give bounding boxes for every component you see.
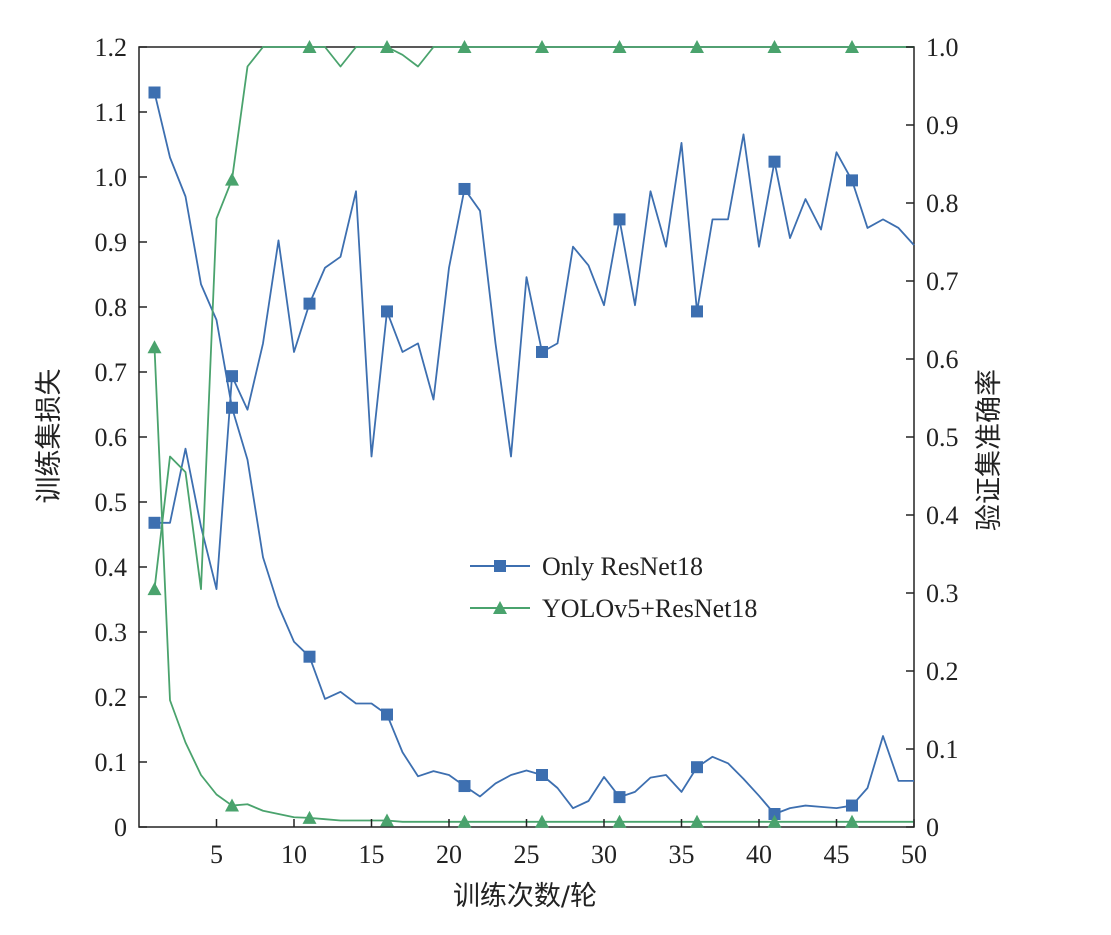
y-right-tick-label: 0.8 bbox=[926, 189, 959, 218]
y-left-tick-label: 0.1 bbox=[95, 748, 128, 777]
y-left-tick-label: 0.5 bbox=[95, 488, 128, 517]
y-right-tick-label: 0.3 bbox=[926, 579, 959, 608]
series-2-loss-marker bbox=[535, 814, 549, 828]
x-tick-label: 45 bbox=[824, 840, 850, 869]
y-left-tick-label: 0.2 bbox=[95, 683, 128, 712]
x-tick-label: 10 bbox=[281, 840, 307, 869]
axes-layer: 5 10 15 20 25 30 35 40 45 5000.10.20.30.40.50.60.… bbox=[95, 33, 959, 869]
series-2-loss-marker bbox=[457, 814, 472, 828]
plot-border bbox=[138, 46, 915, 828]
legend: Only ResNet18 YOLOv5+ResNet18 bbox=[470, 552, 757, 623]
series-2-loss-marker bbox=[380, 813, 394, 827]
x-tick-label: 25 bbox=[514, 840, 540, 869]
series-2-loss-marker bbox=[302, 810, 317, 824]
plot-frame bbox=[138, 46, 915, 828]
series-1-loss-marker bbox=[303, 650, 316, 663]
x-axis-title: 训练次数/轮 bbox=[453, 881, 597, 912]
y-right-tick-label: 0 bbox=[926, 813, 939, 842]
series-2-loss-marker bbox=[690, 814, 704, 828]
series-1-accuracy-marker bbox=[846, 174, 858, 187]
series-1-accuracy-marker bbox=[303, 297, 316, 310]
y-right-tick-label: 0.1 bbox=[926, 735, 959, 764]
y-right-tick-label: 0.5 bbox=[926, 423, 959, 452]
y-right-tick-label: 0.7 bbox=[926, 267, 959, 296]
series-2-accuracy-marker bbox=[767, 40, 782, 53]
series-2-accuracy-marker bbox=[302, 40, 317, 53]
series-2-accuracy-line bbox=[153, 46, 914, 590]
series-2-loss-marker bbox=[767, 814, 782, 828]
legend-marker-series-2 bbox=[493, 601, 507, 614]
series-2-accuracy-marker bbox=[225, 172, 239, 186]
series-1-accuracy-line bbox=[154, 133, 915, 590]
legend-label-series-1: Only ResNet18 bbox=[542, 552, 703, 581]
y-right-tick-label: 0.4 bbox=[926, 501, 959, 530]
y-left-tick-label: 1.2 bbox=[95, 33, 128, 62]
series-2-accuracy-marker bbox=[147, 582, 162, 596]
y-left-tick-label: 0.3 bbox=[95, 618, 128, 647]
series-1-accuracy-marker bbox=[148, 516, 161, 529]
series-2-loss-marker bbox=[845, 814, 859, 828]
y-right-axis-title: 验证集准确率 bbox=[974, 369, 1005, 531]
series-1-accuracy-marker bbox=[768, 155, 781, 168]
series-layer bbox=[147, 40, 915, 828]
y-right-tick-label: 0.2 bbox=[926, 657, 959, 686]
series-1-accuracy-marker bbox=[226, 370, 238, 383]
x-tick-label: 15 bbox=[359, 840, 385, 869]
x-tick-label: 20 bbox=[436, 840, 462, 869]
y-right-tick-label: 1.0 bbox=[926, 33, 959, 62]
series-2-loss-marker bbox=[612, 814, 627, 828]
series-2-accuracy-marker bbox=[690, 40, 704, 53]
series-1-loss-marker bbox=[846, 799, 858, 812]
x-tick-label: 40 bbox=[746, 840, 772, 869]
x-tick-label: 30 bbox=[591, 840, 617, 869]
y-left-tick-label: 0 bbox=[114, 813, 127, 842]
y-left-tick-label: 1.0 bbox=[95, 163, 128, 192]
y-right-tick-label: 0.9 bbox=[926, 111, 959, 140]
series-1-loss-marker bbox=[768, 808, 781, 820]
series-2-accuracy-marker bbox=[380, 40, 394, 53]
y-left-tick-label: 0.4 bbox=[95, 553, 128, 582]
legend-label-series-2: YOLOv5+ResNet18 bbox=[542, 594, 757, 623]
y-left-tick-label: 0.9 bbox=[95, 228, 128, 257]
series-2-loss-marker bbox=[225, 798, 239, 812]
series-1-accuracy-marker bbox=[613, 213, 626, 226]
y-left-axis-title: 训练集损失 bbox=[34, 369, 65, 504]
y-left-tick-label: 0.7 bbox=[95, 358, 128, 387]
series-1-accuracy-marker bbox=[691, 305, 703, 318]
series-1-loss-marker bbox=[536, 769, 548, 781]
series-1-loss-marker bbox=[381, 708, 393, 721]
series-1-accuracy-marker bbox=[458, 182, 471, 195]
series-1-loss-marker bbox=[613, 791, 626, 804]
series-1-accuracy-marker bbox=[381, 305, 393, 318]
series-1-loss-marker bbox=[148, 86, 161, 99]
y-left-tick-label: 0.6 bbox=[95, 423, 128, 452]
series-1-loss-marker bbox=[226, 401, 238, 414]
series-1-loss-marker bbox=[458, 780, 471, 793]
legend-marker-series-1 bbox=[494, 560, 506, 572]
series-2-loss-line bbox=[153, 347, 914, 823]
x-tick-label: 5 bbox=[210, 840, 223, 869]
series-2-accuracy-marker bbox=[845, 40, 859, 53]
series-2-accuracy-marker bbox=[457, 40, 472, 53]
series-1-loss-marker bbox=[691, 761, 703, 774]
series-1-loss-line bbox=[153, 92, 914, 815]
y-left-tick-label: 0.8 bbox=[95, 293, 128, 322]
series-1-accuracy-marker bbox=[536, 345, 548, 358]
series-2-accuracy-marker bbox=[535, 40, 549, 53]
y-right-tick-label: 0.6 bbox=[926, 345, 959, 374]
x-tick-label: 50 bbox=[901, 840, 927, 869]
series-2-accuracy-marker bbox=[612, 40, 627, 53]
series-2-loss-marker bbox=[147, 340, 162, 354]
x-tick-label: 35 bbox=[669, 840, 695, 869]
y-left-tick-label: 1.1 bbox=[95, 98, 128, 127]
